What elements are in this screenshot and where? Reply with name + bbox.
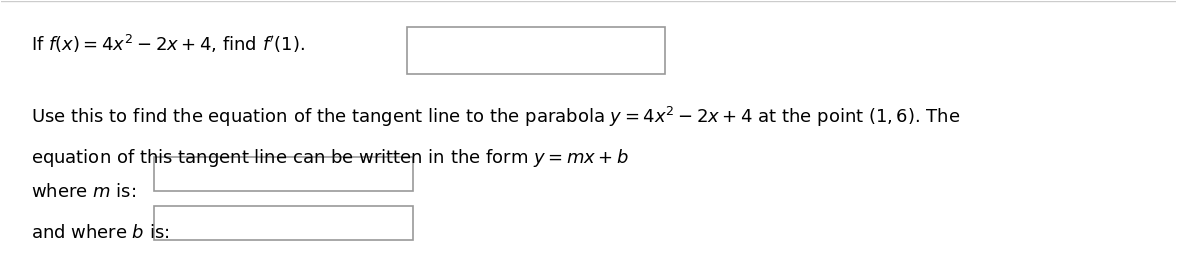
FancyBboxPatch shape <box>407 27 665 74</box>
Text: If $f(x) = 4x^2 - 2x + 4$, find $f^{\prime}(1)$.: If $f(x) = 4x^2 - 2x + 4$, find $f^{\pri… <box>31 32 305 54</box>
Text: equation of this tangent line can be written in the form $y = mx + b$: equation of this tangent line can be wri… <box>31 146 629 168</box>
Text: Use this to find the equation of the tangent line to the parabola $y = 4x^2 - 2x: Use this to find the equation of the tan… <box>31 105 960 129</box>
Text: and where $b$ is:: and where $b$ is: <box>31 224 169 242</box>
FancyBboxPatch shape <box>154 206 413 240</box>
FancyBboxPatch shape <box>154 157 413 191</box>
Text: where $m$ is:: where $m$ is: <box>31 183 136 201</box>
